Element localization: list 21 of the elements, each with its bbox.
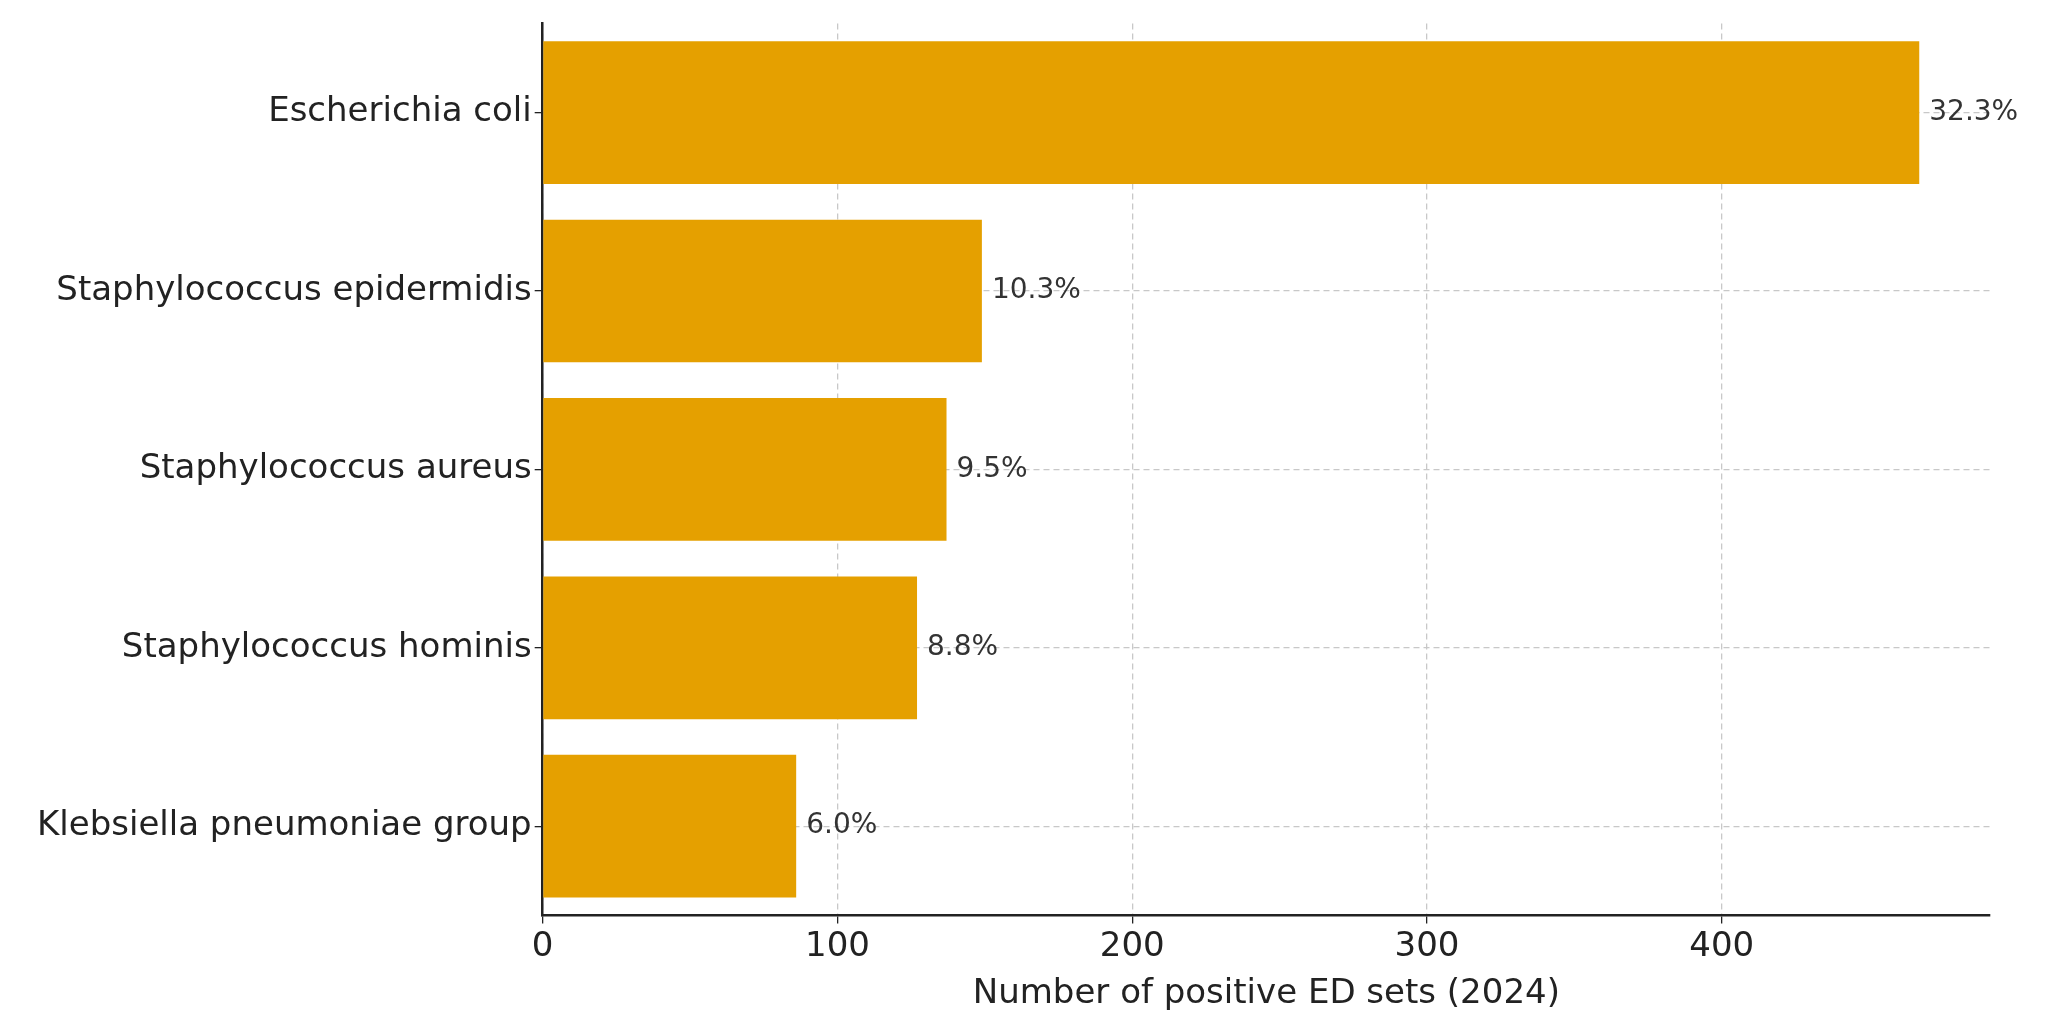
- y-tick-label: Escherichia coli: [268, 89, 532, 130]
- annotation: 32.3%: [1929, 93, 2019, 127]
- x-tick-label: 200: [1099, 923, 1165, 964]
- y-tick-label: Staphylococcus aureus: [139, 446, 532, 487]
- y-tick-label: Staphylococcus hominis: [121, 624, 532, 665]
- bar: [543, 754, 797, 898]
- x-tick-label: 400: [1689, 923, 1755, 964]
- bar: [543, 576, 918, 720]
- x-tick-label: 0: [531, 923, 554, 964]
- annotation: 6.0%: [806, 807, 878, 841]
- annotation: 8.8%: [927, 629, 999, 663]
- x-tick-label: 300: [1394, 923, 1460, 964]
- bar: [543, 41, 1920, 184]
- annotation: 10.3%: [991, 272, 1081, 306]
- y-tick-label: Staphylococcus epidermidis: [56, 267, 532, 308]
- bar: [543, 398, 947, 541]
- annotation: 9.5%: [956, 450, 1028, 484]
- y-tick-label: Klebsiella pneumoniae group: [36, 803, 532, 844]
- bar: [543, 219, 982, 363]
- x-tick-label: 100: [804, 923, 870, 964]
- x-axis-title: Number of positive ED sets (2024): [972, 971, 1560, 1012]
